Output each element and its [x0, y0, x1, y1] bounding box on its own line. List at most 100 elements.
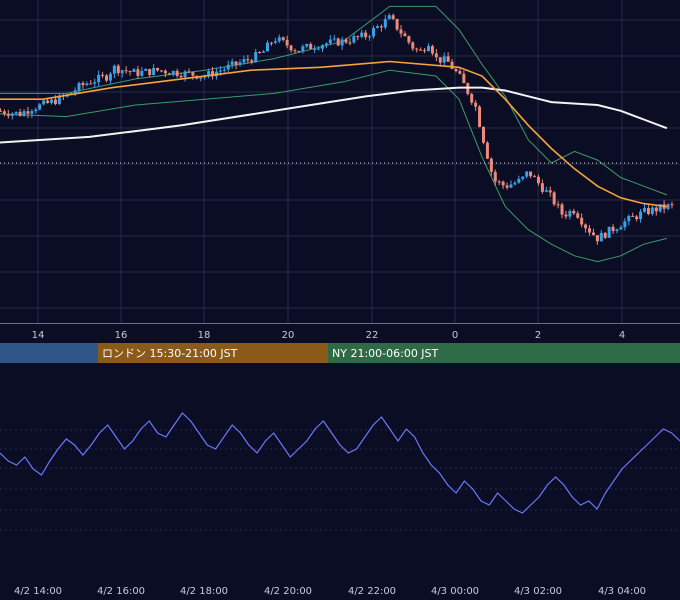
- price-time-tick: 4: [619, 330, 625, 341]
- candle-down: [179, 75, 183, 78]
- candle-up: [340, 39, 344, 46]
- candle-down: [116, 65, 120, 74]
- candle-up: [277, 37, 281, 42]
- osc-time-tick: 4/3 04:00: [598, 586, 646, 597]
- bollinger-bands: [0, 5, 668, 263]
- candle-down: [104, 75, 108, 81]
- candle-down: [297, 50, 301, 52]
- candle-down: [187, 71, 191, 73]
- candle-down: [548, 190, 552, 193]
- candle-up: [242, 59, 246, 63]
- candle-down: [591, 232, 595, 236]
- candle-down: [576, 213, 580, 218]
- candle-down: [501, 181, 505, 186]
- candle-down: [419, 49, 423, 51]
- candle-down: [478, 106, 482, 127]
- candle-down: [556, 204, 560, 206]
- candle-down: [446, 56, 450, 62]
- candle-down: [250, 60, 254, 63]
- candle-up: [73, 90, 77, 94]
- candle-up: [50, 99, 54, 103]
- candle-down: [572, 210, 576, 214]
- candle-up: [108, 73, 112, 81]
- candle-up: [525, 171, 529, 177]
- candle-up: [320, 45, 324, 49]
- candle-up: [360, 32, 364, 37]
- candle-down: [2, 111, 6, 114]
- candle-up: [69, 93, 73, 95]
- candle-down: [454, 68, 458, 72]
- candle-down: [136, 69, 140, 76]
- candle-up: [112, 65, 116, 74]
- candle-up: [10, 113, 14, 116]
- candle-down: [458, 71, 462, 74]
- candle-up: [619, 227, 623, 230]
- candle-up: [324, 43, 328, 46]
- candle-down: [434, 53, 438, 58]
- price-time-tick: 22: [366, 330, 379, 341]
- candle-down: [128, 71, 132, 73]
- candle-up: [203, 76, 207, 78]
- candle-up: [30, 111, 34, 114]
- candle-down: [646, 208, 650, 214]
- candle-down: [234, 61, 238, 65]
- candle-down: [395, 18, 399, 30]
- candle-down: [191, 72, 195, 76]
- candle-down: [462, 73, 466, 84]
- candle-down: [336, 38, 340, 46]
- candle-down: [580, 217, 584, 225]
- long-moving-average: [0, 86, 668, 144]
- candle-down: [430, 46, 434, 54]
- candle-down: [485, 142, 489, 159]
- candle-up: [328, 39, 332, 44]
- osc-time-tick: 4/2 20:00: [264, 586, 312, 597]
- candle-down: [403, 33, 407, 37]
- candle-down: [635, 216, 639, 220]
- candle-up: [14, 111, 18, 114]
- candle-down: [481, 126, 485, 143]
- candle-down: [497, 181, 501, 183]
- candle-up: [642, 208, 646, 212]
- candle-up: [607, 226, 611, 238]
- candle-down: [584, 224, 588, 229]
- candle-up: [207, 71, 211, 77]
- candle-up: [226, 64, 230, 70]
- candle-up: [442, 56, 446, 63]
- osc-time-tick: 4/2 16:00: [97, 586, 145, 597]
- candle-down: [285, 39, 289, 46]
- candle-up: [152, 67, 156, 75]
- candle-up: [171, 70, 175, 75]
- candle-down: [399, 29, 403, 34]
- candle-up: [34, 109, 38, 112]
- candle-up: [218, 70, 222, 72]
- candle-down: [309, 44, 313, 49]
- candle-up: [666, 204, 670, 209]
- candle-up: [77, 83, 81, 91]
- candle-up: [387, 15, 391, 20]
- bollinger-lower-band: [0, 69, 668, 263]
- candle-up: [332, 38, 336, 40]
- session-label: NY 21:00-06:00 JST: [332, 347, 439, 360]
- candle-down: [450, 61, 454, 69]
- candle-up: [42, 100, 46, 105]
- candle-down: [175, 70, 179, 76]
- session-block: [98, 343, 328, 363]
- candle-down: [281, 37, 285, 40]
- candle-up: [140, 70, 144, 76]
- candle-down: [81, 83, 85, 86]
- candle-down: [163, 70, 167, 74]
- short-moving-average: [0, 60, 667, 208]
- candle-up: [222, 69, 226, 71]
- candle-down: [536, 176, 540, 184]
- candle-down: [156, 67, 160, 71]
- candle-down: [407, 36, 411, 43]
- candle-down: [423, 50, 427, 52]
- candle-up: [97, 74, 101, 83]
- candle-up: [615, 229, 619, 232]
- candle-up: [22, 111, 26, 117]
- candle-down: [101, 74, 105, 76]
- candle-up: [368, 36, 372, 38]
- oscillator-grid: [0, 429, 680, 531]
